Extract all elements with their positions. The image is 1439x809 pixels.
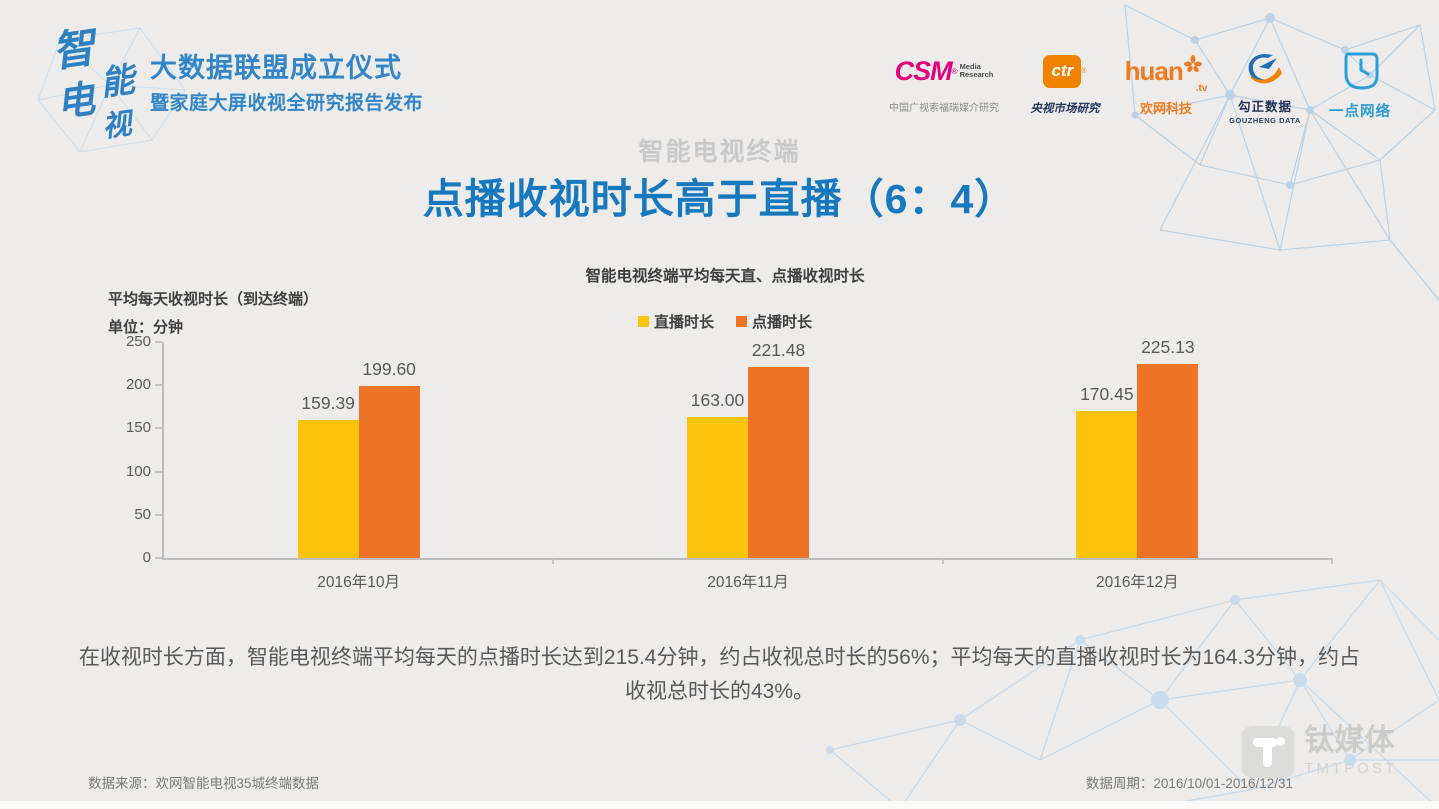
ctr-caption: 央视市场研究 (1030, 101, 1100, 115)
x-axis-category-label: 2016年12月 (1095, 574, 1179, 591)
ctr-box-icon: ctr ® (1043, 48, 1087, 94)
x-axis-category-label: 2016年11月 (707, 574, 789, 591)
gouzheng-subcaption: GOUZHENG DATA (1229, 116, 1301, 125)
bar-vod (1137, 363, 1199, 558)
logo-char: 能 (97, 59, 138, 105)
y-axis-label-line2: 单位：分钟 (108, 319, 184, 336)
y-axis-tick-mark (155, 470, 162, 473)
legend-swatch-icon (736, 316, 747, 327)
bar-value-label: 170.45 (1080, 383, 1134, 404)
gouzheng-caption: 勾正数据 (1237, 100, 1292, 114)
bar-value-label: 163.00 (690, 390, 745, 411)
y-axis-tick-mark (155, 341, 162, 343)
bar-live (687, 417, 748, 558)
csm-wordmark-icon: CSM ® Media Research (894, 55, 994, 86)
y-axis-tick-label: 0 (142, 549, 151, 566)
gouzheng-g-icon (1243, 48, 1287, 94)
csm-logo: CSM ® Media Research 中国广视索福瑞媒介研究 (881, 48, 1007, 114)
event-title: 大数据联盟成立仪式 (150, 53, 402, 83)
y-axis-tick-label: 200 (125, 376, 151, 394)
legend-swatch-icon (637, 316, 649, 327)
bottom-strip (0, 801, 1439, 809)
bar-live (1076, 410, 1138, 558)
legend-label: 点播时长 (752, 314, 813, 331)
huan-tv-logo: huan .tv 欢网科技 (1123, 48, 1209, 117)
y-axis-tick-mark (155, 427, 162, 430)
data-source-note: 数据来源：欢网智能电视35城终端数据 (88, 776, 320, 791)
y-axis-tick-mark (155, 384, 162, 387)
legend-item: 点播时长 (736, 311, 812, 332)
gouzheng-logo: 勾正数据 GOUZHENG DATA (1219, 48, 1311, 125)
csm-caption: 中国广视索福瑞媒介研究 (889, 103, 999, 114)
data-period-note: 数据周期：2016/10/01-2016/12/31 (1085, 776, 1293, 791)
huan-flower-icon (1183, 55, 1202, 73)
tmtpost-en: TMTPOST (1304, 760, 1397, 777)
legend-item: 直播时长 (637, 311, 714, 332)
bar-value-label: 159.39 (301, 393, 355, 414)
ctr-logo: ctr ® 央视市场研究 (1017, 48, 1113, 116)
bar-vod (748, 366, 809, 558)
huan-caption: 欢网科技 (1139, 101, 1192, 116)
summary-text: 在收视时长方面，智能电视终端平均每天的点播时长达到215.4分钟，约占收视总时长… (78, 646, 1361, 703)
y-axis-tick-label: 100 (125, 462, 151, 480)
y-axis-tick-mark (155, 557, 162, 559)
tmtpost-t-icon (1242, 726, 1295, 778)
logo-char: 电 (53, 75, 98, 126)
tmtpost-watermark: 钛媒体 TMTPOST (1242, 726, 1397, 778)
x-axis-tick-mark (552, 558, 555, 564)
bar-chart: 智能电视终端平均每天直、点播收视时长 平均每天收视时长（到达终端） 单位：分钟 … (100, 258, 1350, 603)
y-axis-label-line1: 平均每天收视时长（到达终端） (108, 291, 319, 308)
y-axis-tick-label: 150 (125, 419, 151, 437)
tmtpost-cn: 钛媒体 (1304, 724, 1395, 757)
y-axis-tick-label: 250 (125, 333, 151, 350)
smart-tv-logo: 智 能 电 视 (30, 10, 160, 144)
bar-live (297, 420, 359, 558)
yidian-caption: 一点网络 (1329, 104, 1391, 120)
x-axis-tick-mark (941, 558, 944, 564)
slide-kicker: 智能电视终端 (638, 138, 801, 166)
bar-value-label: 225.13 (1141, 336, 1195, 357)
event-titles: 大数据联盟成立仪式 暨家庭大屏收视全研究报告发布 (150, 53, 423, 115)
partner-logos: CSM ® Media Research 中国广视索福瑞媒介研究 ctr ® 央视市场研… (881, 48, 1399, 125)
huan-wordmark-icon: huan .tv (1124, 55, 1208, 94)
bar-value-label: 221.48 (751, 339, 806, 360)
bar-vod (358, 385, 420, 558)
slide-title: 点播收视时长高于直播（6：4） (422, 176, 1017, 222)
y-axis-tick-label: 50 (134, 505, 151, 523)
event-subtitle: 暨家庭大屏收视全研究报告发布 (150, 93, 424, 115)
bar-value-label: 199.60 (362, 358, 416, 379)
yidian-logo: 一点网络 (1321, 48, 1399, 121)
yidian-clock-icon (1340, 48, 1380, 94)
chart-title: 智能电视终端平均每天直、点播收视时长 (585, 268, 865, 285)
plot-area: 0 50 100 150 200 250 159.39 199.60 2016年10月 163.0… (126, 333, 1333, 591)
x-axis-tick-mark (1331, 558, 1333, 564)
chart-legend: 直播时长 点播时长 (100, 311, 1350, 332)
y-axis-tick-mark (155, 513, 162, 516)
x-axis-category-label: 2016年10月 (317, 574, 401, 591)
legend-label: 直播时长 (653, 314, 714, 331)
